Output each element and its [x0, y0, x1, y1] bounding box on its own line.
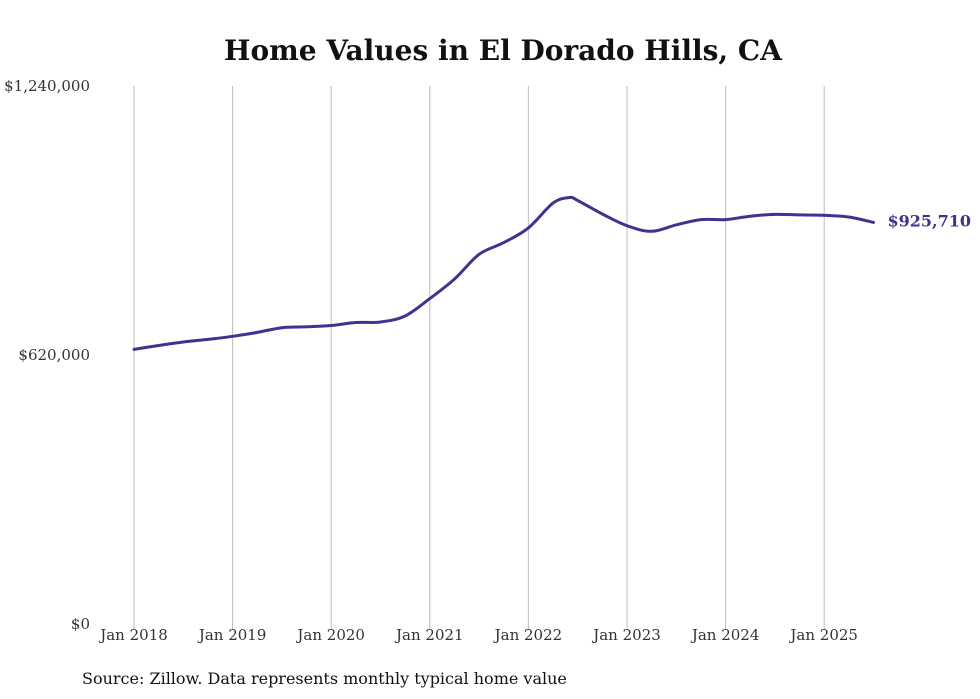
y-tick-label-0: $0 [71, 615, 90, 633]
x-tick-label-1: Jan 2019 [197, 626, 267, 644]
x-axis: Jan 2018 Jan 2019 Jan 2020 Jan 2021 Jan 2022… [98, 626, 858, 644]
y-axis: $0 $620,000 $1,240,000 [4, 77, 90, 633]
y-tick-label-2: $1,240,000 [4, 77, 90, 95]
x-tick-label-3: Jan 2021 [394, 626, 464, 644]
source-note: Source: Zillow. Data represents monthly … [82, 669, 567, 688]
x-tick-label-6: Jan 2024 [690, 626, 760, 644]
x-tick-label-0: Jan 2018 [98, 626, 168, 644]
x-tick-label-5: Jan 2023 [591, 626, 661, 644]
grid [133, 86, 825, 630]
y-tick-label-1: $620,000 [18, 346, 90, 364]
chart-title: Home Values in El Dorado Hills, CA [224, 34, 783, 67]
x-tick-label-4: Jan 2022 [493, 626, 563, 644]
series-end-label-0: $925,710 [888, 211, 972, 230]
x-tick-label-2: Jan 2020 [295, 626, 365, 644]
series-line-0 [132, 195, 875, 351]
series-layer: $925,710 [132, 195, 972, 351]
x-tick-label-7: Jan 2025 [788, 626, 858, 644]
